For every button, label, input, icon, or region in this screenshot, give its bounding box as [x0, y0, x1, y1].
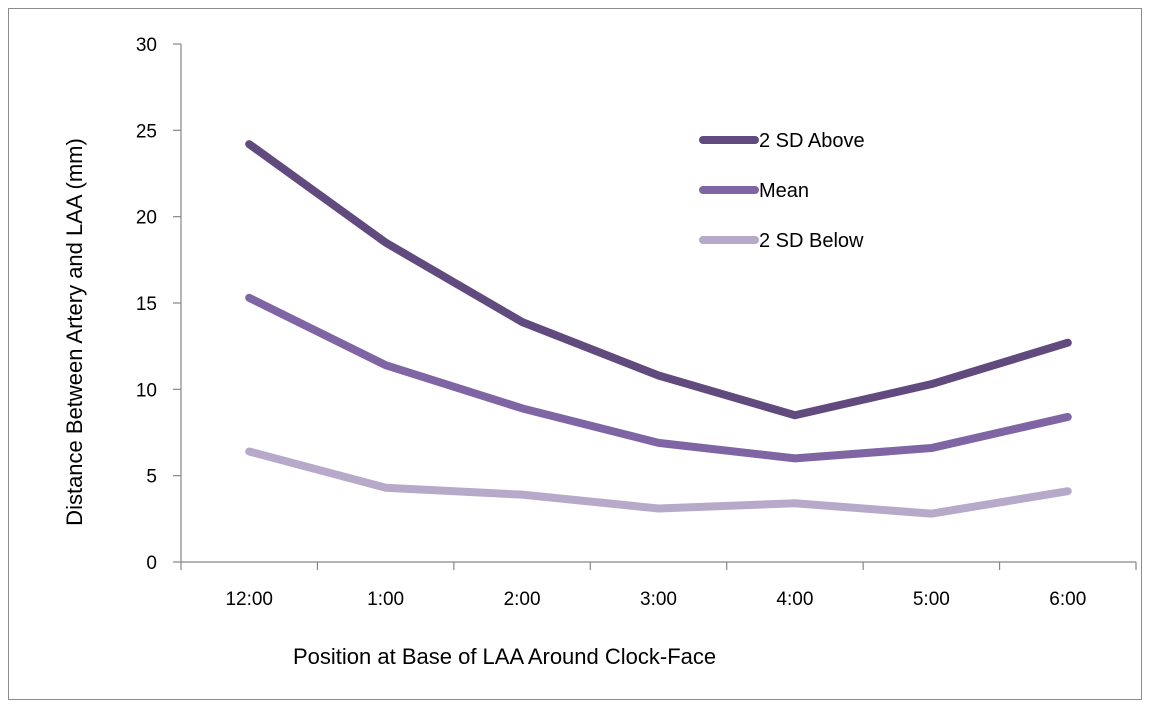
x-tick-label: 6:00 — [1049, 589, 1086, 610]
y-tick-label: 5 — [146, 467, 157, 488]
legend-label-mean: Mean — [759, 180, 809, 202]
legend: 2 SD Above Mean 2 SD Below — [699, 130, 865, 252]
x-axis-title: Position at Base of LAA Around Clock-Fac… — [293, 644, 716, 669]
y-tick-label: 20 — [136, 208, 157, 229]
axes: 0 5 10 15 20 25 30 12:00 1:00 2:00 3:00 4:00 5:00 6:0… — [136, 35, 1137, 610]
series-line-2-sd-above — [245, 140, 1072, 420]
series-layer — [245, 140, 1072, 518]
series-line-mean — [245, 293, 1072, 463]
x-tick-label: 3:00 — [640, 589, 677, 610]
y-tick-label: 0 — [146, 553, 157, 574]
series-line-2-sd-below — [245, 447, 1072, 518]
y-axis-title: Distance Between Artery and LAA (mm) — [62, 138, 87, 526]
y-tick-label: 15 — [136, 294, 157, 315]
y-tick-label: 10 — [136, 380, 157, 401]
x-tick-label: 12:00 — [225, 589, 273, 610]
chart-frame — [8, 8, 1142, 700]
x-tick-label: 2:00 — [504, 589, 541, 610]
x-tick-label: 1:00 — [367, 589, 404, 610]
legend-label-2-sd-above: 2 SD Above — [759, 130, 865, 152]
x-tick-label: 4:00 — [776, 589, 813, 610]
legend-label-2-sd-below: 2 SD Below — [759, 230, 864, 252]
y-tick-label: 30 — [136, 35, 157, 56]
y-tick-label: 25 — [136, 121, 157, 142]
x-tick-label: 5:00 — [913, 589, 950, 610]
